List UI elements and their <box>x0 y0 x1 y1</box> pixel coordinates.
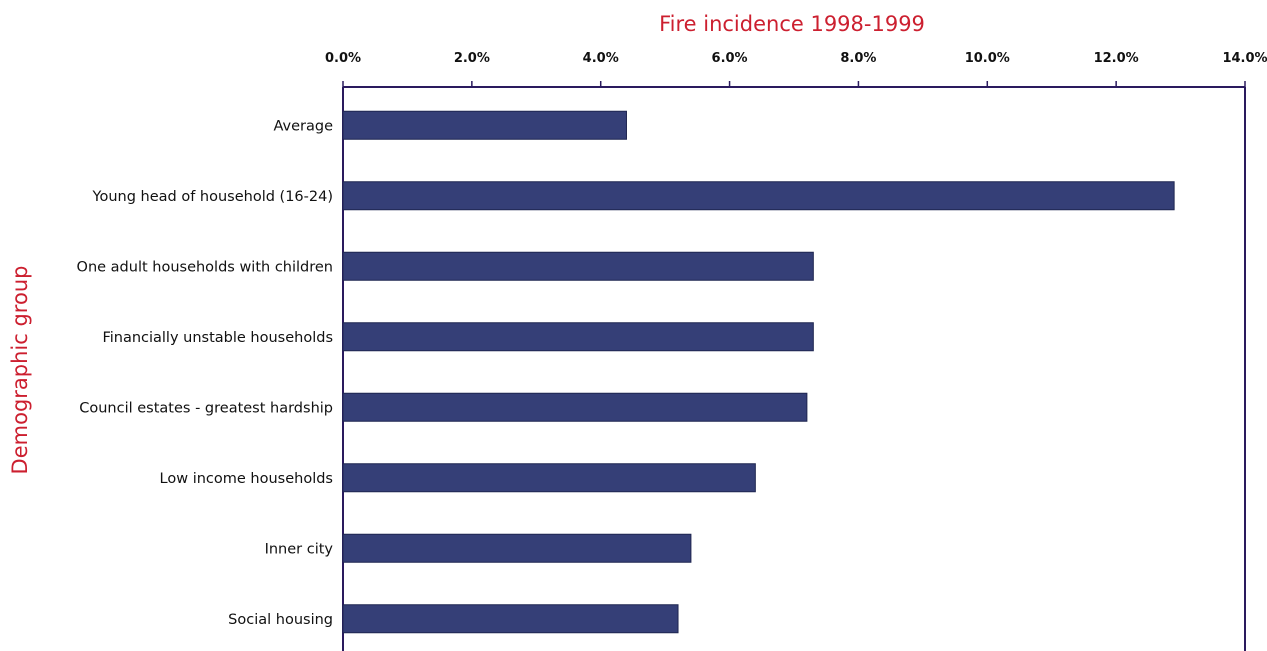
axes <box>342 86 1246 651</box>
category-label: Inner city <box>265 541 334 557</box>
category-label: One adult households with children <box>77 259 333 275</box>
x-tick-label: 4.0% <box>583 51 619 66</box>
y-axis-title: Demographic group <box>8 266 32 475</box>
bar <box>342 110 627 140</box>
x-tick-label: 0.0% <box>325 51 361 66</box>
x-tick-label: 10.0% <box>965 51 1010 66</box>
bars <box>342 110 1175 634</box>
category-label: Social housing <box>228 612 333 628</box>
bar <box>342 181 1175 211</box>
category-label: Young head of household (16-24) <box>92 189 333 205</box>
x-tick-label: 2.0% <box>454 51 490 66</box>
chart-title: Fire incidence 1998-1999 <box>659 12 925 36</box>
x-tick-label: 12.0% <box>1094 51 1139 66</box>
bar <box>342 533 692 563</box>
bar <box>342 463 756 493</box>
bar <box>342 322 814 352</box>
bar <box>342 251 814 281</box>
category-labels: Average Young head of household (16-24) On… <box>77 118 334 628</box>
category-label: Average <box>273 118 333 134</box>
category-label: Low income households <box>160 471 333 487</box>
category-label: Council estates - greatest hardship <box>79 400 333 416</box>
category-label: Financially unstable households <box>102 330 333 346</box>
x-tick-label: 8.0% <box>840 51 876 66</box>
bar <box>342 604 679 634</box>
x-tick-label: 14.0% <box>1222 51 1267 66</box>
x-axis-ticks: 0.0% 2.0% 4.0% 6.0% 8.0% 10.0% 12.0% 14.0% <box>325 51 1267 87</box>
bar <box>342 392 808 422</box>
x-tick-label: 6.0% <box>712 51 748 66</box>
